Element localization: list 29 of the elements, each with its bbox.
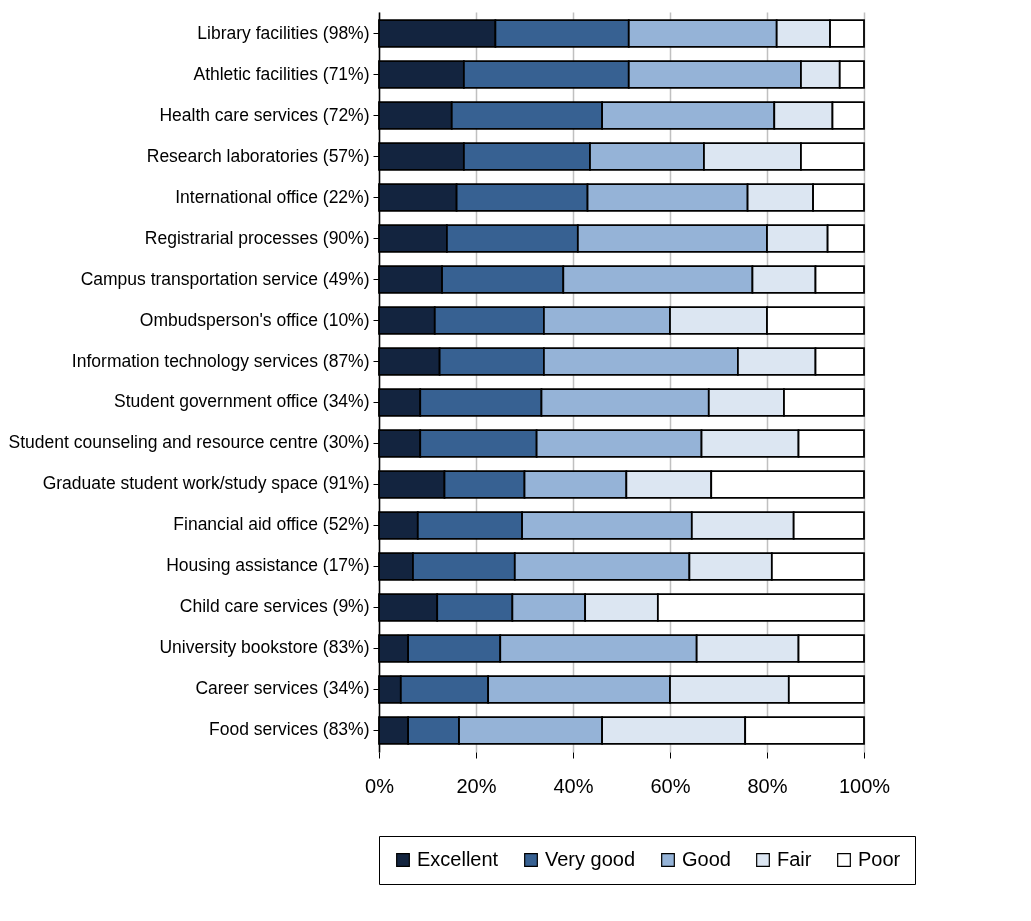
y-tick-label: Athletic facilities (71%) xyxy=(193,63,370,84)
x-tick-label: 100% xyxy=(838,774,891,797)
y-tick-label: Registrarial processes (90%) xyxy=(144,227,370,248)
x-tick-label: 20% xyxy=(456,774,497,797)
y-tick-label: Student government office (34%) xyxy=(113,391,370,412)
y-tick-label: Career services (34%) xyxy=(195,678,370,699)
y-tick-label: Campus transportation service (49%) xyxy=(80,268,370,289)
legend-label: Fair xyxy=(777,848,812,870)
y-tick-label: Research laboratories (57%) xyxy=(146,145,370,166)
y-tick-label: Housing assistance (17%) xyxy=(166,555,370,576)
y-tick-label: Ombudsperson's office (10%) xyxy=(139,309,370,330)
y-tick-label: Information technology services (87%) xyxy=(71,350,370,371)
y-tick-label: Child care services (9%) xyxy=(179,596,370,617)
x-tick-label: 80% xyxy=(747,774,788,797)
y-tick-label: Food services (83%) xyxy=(209,719,370,740)
x-tick-label: 0% xyxy=(365,774,395,797)
legend-label: Good xyxy=(682,848,731,870)
y-tick-label: University bookstore (83%) xyxy=(159,637,370,658)
y-tick-label: Financial aid office (52%) xyxy=(173,514,370,535)
x-tick-label: 60% xyxy=(650,774,691,797)
legend-label: Very good xyxy=(545,848,636,870)
y-tick-label: Graduate student work/study space (91%) xyxy=(42,473,370,494)
y-tick-label: Health care services (72%) xyxy=(159,104,370,125)
legend-label: Excellent xyxy=(417,848,499,870)
legend-label: Poor xyxy=(858,848,901,870)
x-tick-label: 40% xyxy=(553,774,594,797)
y-tick-label: Library facilities (98%) xyxy=(197,22,370,43)
y-tick-label: Student counseling and resource centre (30%) xyxy=(8,432,370,453)
y-tick-label: International office (22%) xyxy=(175,186,370,207)
